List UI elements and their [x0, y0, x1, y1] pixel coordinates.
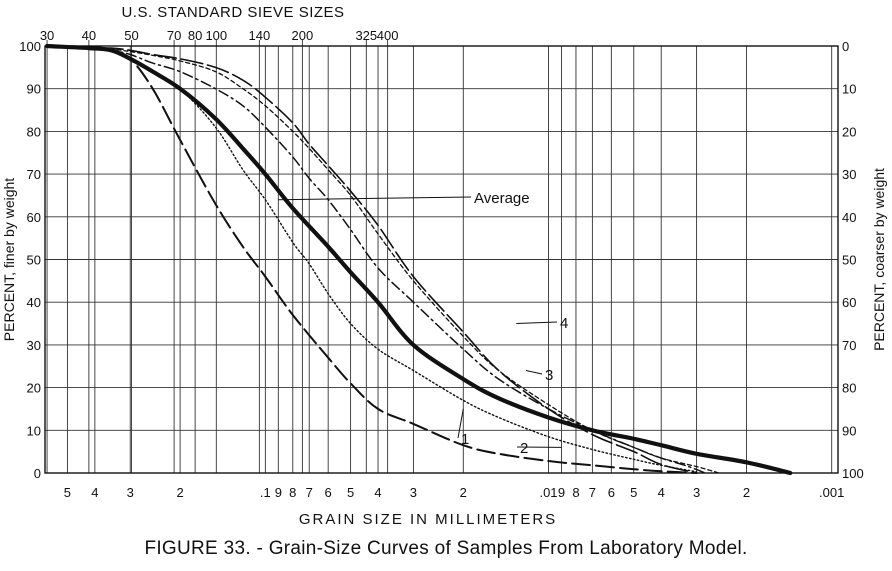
x-tick-label: 4: [374, 485, 381, 500]
x-tick-label: 5: [630, 485, 637, 500]
plot-frame: [44, 45, 839, 474]
y-axis-title-right: PERCENT, coarser by weight: [871, 168, 887, 351]
y-tick-label-left: 50: [27, 253, 41, 268]
y-tick-label-right: 30: [842, 167, 856, 182]
x-tick-label: 3: [410, 485, 417, 500]
annotation-label: 1: [461, 431, 469, 448]
x-tick-label: 8: [289, 485, 296, 500]
y-tick-label-right: 100: [842, 466, 864, 481]
x-tick-label: 6: [325, 485, 332, 500]
y-tick-label-left: 40: [27, 295, 41, 310]
x-tick-label: 7: [589, 485, 596, 500]
x-tick-label: 2: [743, 485, 750, 500]
x-tick-label: 2: [176, 485, 183, 500]
y-tick-label-left: 10: [27, 423, 41, 438]
x-tick-label: 5: [347, 485, 354, 500]
y-tick-label-right: 60: [842, 295, 856, 310]
x-tick-label: 9: [558, 485, 565, 500]
series-line-2: [46, 45, 698, 473]
series-line-1: [46, 45, 698, 474]
annotation-leader: [525, 370, 543, 375]
sieve-tick-label: 325: [355, 28, 377, 43]
annotation-label: 3: [545, 367, 553, 384]
x-tick-label: 8: [572, 485, 579, 500]
series-line-unlabeled: [46, 45, 720, 474]
y-tick-label-left: 0: [34, 466, 41, 481]
y-tick-label-right: 0: [842, 39, 849, 54]
sieve-tick-label: 50: [124, 28, 138, 43]
annotation-label: Average: [474, 190, 530, 207]
x-tick-label: 3: [127, 485, 134, 500]
sieve-tick-label: 140: [248, 28, 270, 43]
annotation-leader: [278, 196, 472, 201]
x-tick-label: 4: [91, 485, 98, 500]
chart-grid: [45, 40, 838, 474]
sieve-tick-label: 400: [377, 28, 399, 43]
x-axis-title: GRAIN SIZE IN MILLIMETERS: [299, 511, 557, 528]
y-tick-label-left: 100: [19, 39, 41, 54]
sieve-tick-label: 70: [167, 28, 181, 43]
y-tick-label-left: 80: [27, 124, 41, 139]
x-tick-label: 5: [64, 485, 71, 500]
x-tick-label: 2: [460, 485, 467, 500]
sieve-tick-label: 40: [82, 28, 96, 43]
y-tick-label-right: 50: [842, 253, 856, 268]
sieve-tick-label: 100: [205, 28, 227, 43]
sieve-tick-label: 30: [40, 28, 54, 43]
x-tick-label: 4: [658, 485, 665, 500]
y-tick-label-right: 10: [842, 82, 856, 97]
y-tick-label-left: 90: [27, 82, 41, 97]
sieve-tick-label: 200: [292, 28, 314, 43]
chart-annotations: Average 1 2 3 4: [278, 190, 568, 457]
x-tick-label: 9: [275, 485, 282, 500]
y-tick-label-left: 30: [27, 338, 41, 353]
x-tick-label: .1: [260, 485, 271, 500]
y-tick-label-left: 60: [27, 210, 41, 225]
figure-caption: FIGURE 33. - Grain-Size Curves of Sample…: [144, 538, 748, 559]
y-tick-label-right: 70: [842, 338, 856, 353]
x-tick-label: 7: [306, 485, 313, 500]
x-tick-label: 6: [608, 485, 615, 500]
x-tick-label: 3: [693, 485, 700, 500]
y-axis-title-left: PERCENT, finer by weight: [1, 178, 17, 342]
sieve-tick-label: 80: [188, 28, 202, 43]
chart-series: [45, 43, 793, 476]
y-tick-label-left: 70: [27, 167, 41, 182]
y-tick-label-right: 90: [842, 423, 856, 438]
series-line-4: [46, 45, 698, 474]
annotation-label: 2: [520, 440, 528, 457]
y-tick-label-right: 20: [842, 124, 856, 139]
top-axis-title: U.S. STANDARD SIEVE SIZES: [121, 4, 344, 21]
annotation-leader: [457, 408, 464, 439]
y-tick-label-right: 40: [842, 210, 856, 225]
y-tick-label-right: 80: [842, 381, 856, 396]
annotation-label: 4: [560, 315, 568, 332]
y-tick-label-left: 20: [27, 381, 41, 396]
x-tick-label: .001: [819, 485, 844, 500]
annotation-leader: [516, 321, 558, 325]
x-tick-label: .01: [539, 485, 557, 500]
series-line-average: [45, 43, 793, 476]
